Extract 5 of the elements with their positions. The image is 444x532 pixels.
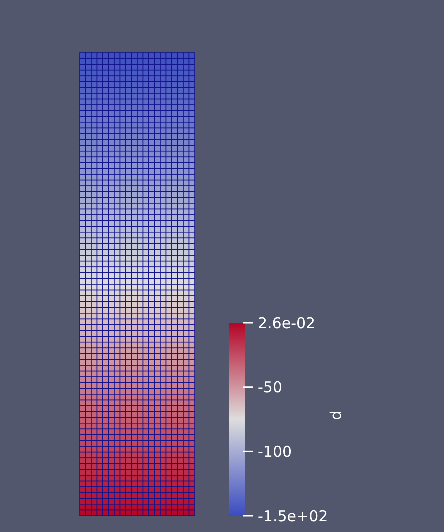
color-bar-label: -100 xyxy=(258,442,292,461)
color-bar-label: -50 xyxy=(258,378,282,397)
color-bar-label: 2.6e-02 xyxy=(258,314,316,332)
color-bar-label: -1.5e+02 xyxy=(258,507,328,526)
color-bar-title: p xyxy=(329,410,347,420)
